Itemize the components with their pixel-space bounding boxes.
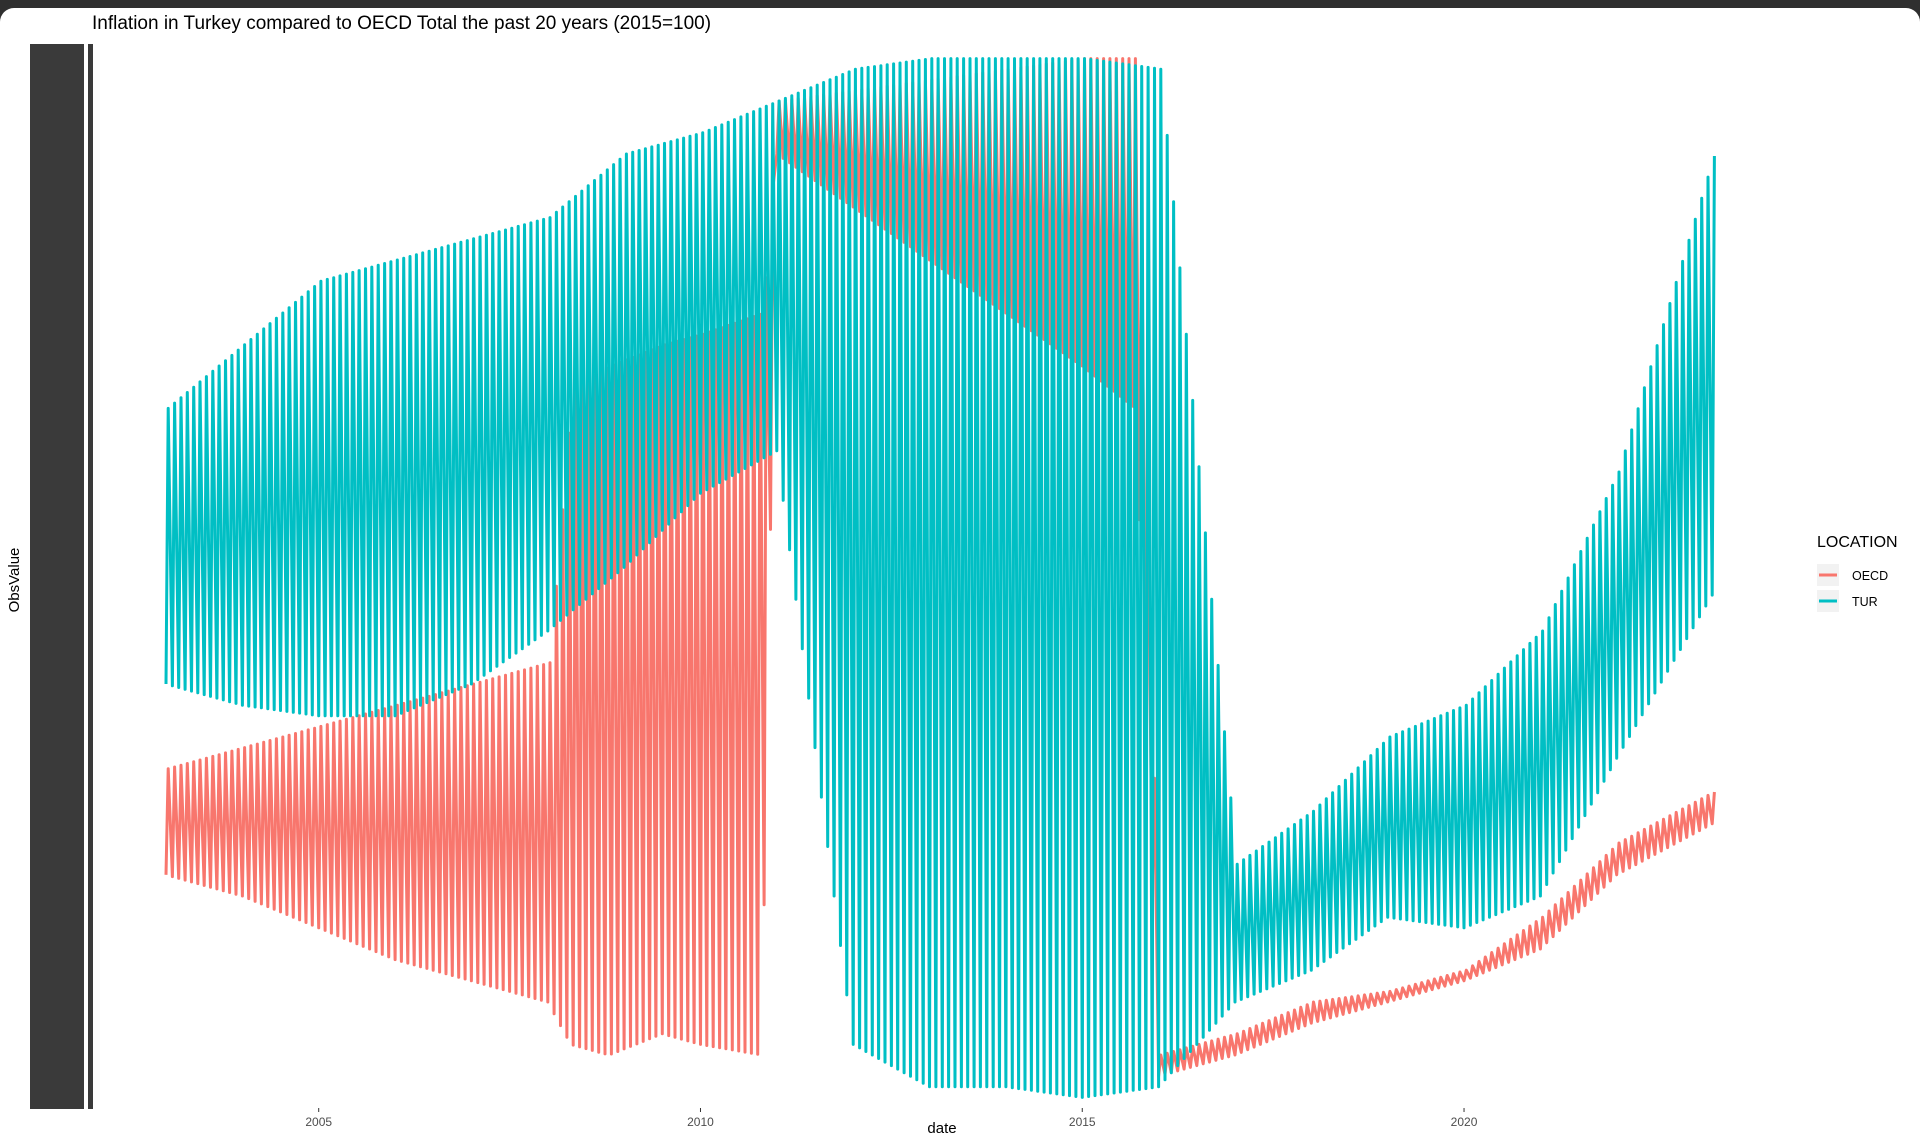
series-line-oecd bbox=[164, 57, 1716, 1078]
y-tick-label-block bbox=[54, 44, 60, 1109]
y-tick-label-block bbox=[66, 44, 72, 1109]
y-tick-label-block bbox=[48, 44, 54, 1109]
x-tick-label-2020: 2020 bbox=[1451, 1115, 1478, 1129]
legend-label-tur: TUR bbox=[1852, 595, 1878, 609]
y-tick-label-block bbox=[88, 44, 93, 1109]
y-axis-title: ObsValue bbox=[6, 548, 23, 613]
legend: LOCATION OECD TUR bbox=[1817, 534, 1898, 612]
y-tick-label-block bbox=[42, 44, 48, 1109]
x-axis-title: date bbox=[927, 1120, 956, 1137]
x-axis-ticks: 2005 2010 2015 2020 bbox=[305, 1108, 1478, 1129]
chart-svg: Inflation in Turkey compared to OECD Tot… bbox=[6, 13, 1898, 1137]
y-tick-label-block bbox=[36, 44, 42, 1109]
legend-label-oecd: OECD bbox=[1852, 569, 1888, 583]
y-tick-label-block bbox=[30, 44, 36, 1109]
x-tick-label-2005: 2005 bbox=[305, 1115, 332, 1129]
x-tick-label-2015: 2015 bbox=[1069, 1115, 1096, 1129]
y-tick-label-block bbox=[72, 44, 78, 1109]
y-tick-label-block bbox=[60, 44, 66, 1109]
x-tick-label-2010: 2010 bbox=[687, 1115, 714, 1129]
y-axis-tick-labels bbox=[30, 44, 93, 1109]
y-tick-label-block bbox=[78, 44, 84, 1109]
legend-title: LOCATION bbox=[1817, 534, 1898, 551]
chart-title: Inflation in Turkey compared to OECD Tot… bbox=[92, 13, 711, 34]
series-line-tur bbox=[164, 57, 1716, 1099]
chart-window: Inflation in Turkey compared to OECD Tot… bbox=[0, 8, 1920, 1146]
plot-area bbox=[164, 57, 1716, 1099]
